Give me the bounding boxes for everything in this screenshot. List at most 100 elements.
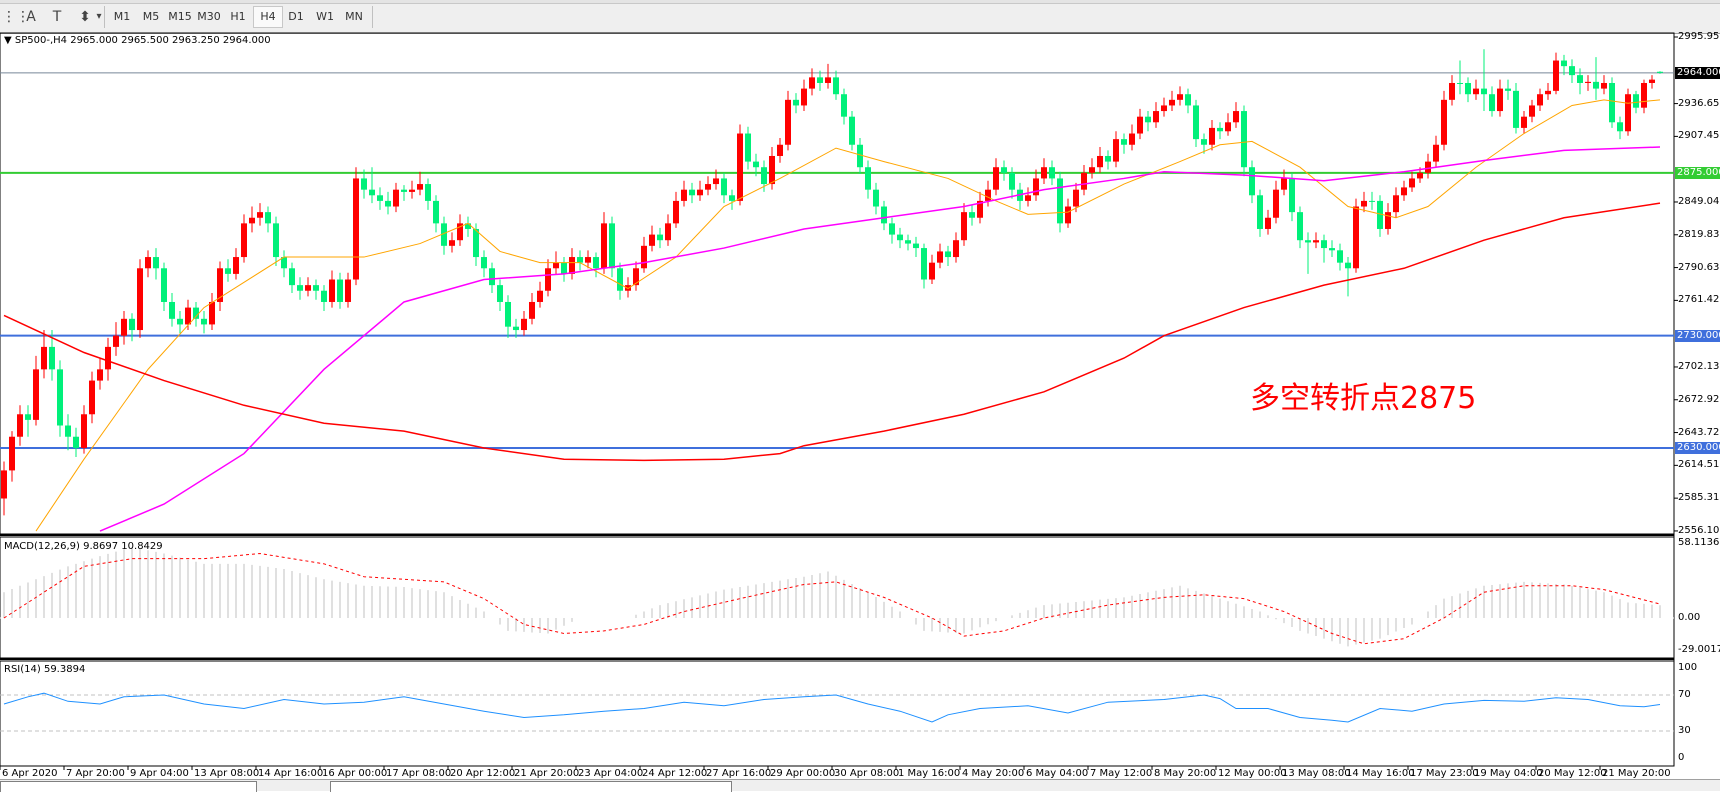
candle xyxy=(265,206,271,233)
candle-body xyxy=(881,206,887,224)
candle xyxy=(1033,169,1039,201)
time-label: 6 May 04:00 xyxy=(1026,768,1089,779)
candle xyxy=(1049,160,1055,186)
candle-body xyxy=(1593,81,1599,89)
price-line-label-2964.000: 2964.000 xyxy=(1675,66,1720,79)
candle-body xyxy=(409,189,415,192)
candle-body xyxy=(137,268,143,331)
candle-body xyxy=(209,301,215,325)
candle xyxy=(129,313,135,342)
candle-body xyxy=(1217,127,1223,132)
candle xyxy=(897,227,903,249)
top-toolbar-strip xyxy=(0,0,1720,4)
candle-body xyxy=(537,290,543,302)
candle xyxy=(1169,90,1175,112)
timeframe-m5-button[interactable]: M5 xyxy=(142,10,160,23)
candle-body xyxy=(1297,212,1303,241)
candle-body xyxy=(1193,105,1199,140)
candle-body xyxy=(225,268,231,274)
text-icon[interactable]: A xyxy=(26,9,36,25)
chart-tab[interactable] xyxy=(330,781,732,792)
collapse-triangle-icon[interactable]: ▼ xyxy=(4,35,12,46)
candle-body xyxy=(1481,88,1487,95)
candle xyxy=(817,70,823,91)
candle xyxy=(649,225,655,252)
candle-body xyxy=(377,195,383,201)
candle xyxy=(1457,60,1463,95)
candle xyxy=(697,180,703,201)
candle xyxy=(857,138,863,174)
candle xyxy=(281,250,287,278)
timeframe-m1-button[interactable]: M1 xyxy=(113,10,131,23)
candle xyxy=(1121,133,1127,154)
candle xyxy=(353,167,359,286)
time-label: 7 Apr 20:00 xyxy=(66,768,125,779)
candle-body xyxy=(1121,139,1127,145)
candle xyxy=(1545,82,1551,100)
candle xyxy=(905,234,911,251)
candle xyxy=(1393,187,1399,218)
candle xyxy=(361,169,367,199)
candle-body xyxy=(1625,94,1631,132)
timeframe-h4-button[interactable]: H4 xyxy=(253,6,283,28)
candle-body xyxy=(249,217,255,224)
candle-body xyxy=(1641,82,1647,108)
candle-body xyxy=(553,262,559,269)
timeframe-h1-button[interactable]: H1 xyxy=(230,10,246,23)
arrows-icon[interactable]: ⬍ xyxy=(79,9,91,25)
timeframe-d1-button[interactable]: D1 xyxy=(288,10,304,23)
candle-body xyxy=(1513,90,1519,128)
candle-body xyxy=(1649,79,1655,83)
candle xyxy=(449,232,455,253)
candle xyxy=(1057,171,1063,233)
price-axis-label: 2849.040 xyxy=(1678,195,1720,207)
candle xyxy=(89,371,95,424)
candle xyxy=(73,427,79,457)
text-label-icon[interactable]: T xyxy=(52,9,62,25)
time-label: 12 May 00:00 xyxy=(1218,768,1287,779)
candle-body xyxy=(1153,111,1159,123)
candle-body xyxy=(465,223,471,229)
dropdown-icon[interactable]: ▾ xyxy=(96,11,102,22)
candle-body xyxy=(1145,116,1151,123)
candle-body xyxy=(1497,88,1503,112)
candle-body xyxy=(273,223,279,258)
candle xyxy=(1441,90,1447,151)
timeframe-m15-button[interactable]: M15 xyxy=(168,10,192,23)
candle xyxy=(1505,79,1511,100)
candle xyxy=(81,405,87,454)
candle xyxy=(993,158,999,196)
pivot-annotation[interactable]: 多空转折点2875 xyxy=(1250,381,1477,416)
candle-body xyxy=(777,144,783,156)
candle-body xyxy=(1537,94,1543,106)
candle xyxy=(1105,150,1111,170)
candle xyxy=(329,270,335,308)
macd-axis-label: -29.0017 xyxy=(1678,644,1720,655)
candle xyxy=(737,124,743,206)
candle xyxy=(1481,49,1487,112)
candle xyxy=(1569,59,1575,83)
timeframe-mn-button[interactable]: MN xyxy=(345,10,363,23)
candle xyxy=(1473,79,1479,100)
candle-body xyxy=(633,268,639,286)
candle xyxy=(273,216,279,267)
moving-average-ma_slow xyxy=(3,202,1661,462)
candle xyxy=(409,180,415,199)
time-label: 8 May 20:00 xyxy=(1154,768,1217,779)
candle-body xyxy=(841,94,847,117)
candle xyxy=(257,203,263,226)
candle xyxy=(1065,198,1071,228)
candle xyxy=(1305,232,1311,274)
candle-body xyxy=(241,223,247,258)
candle xyxy=(201,310,207,334)
candle xyxy=(1361,191,1367,213)
timeframe-m30-button[interactable]: M30 xyxy=(197,10,221,23)
price-axis-label: 2936.655 xyxy=(1678,97,1720,109)
candle xyxy=(641,236,647,273)
candle-body xyxy=(945,251,951,258)
timeframe-w1-button[interactable]: W1 xyxy=(316,10,334,23)
candle-body xyxy=(265,212,271,224)
chart-tab[interactable] xyxy=(0,781,257,792)
candle-body xyxy=(425,184,431,201)
